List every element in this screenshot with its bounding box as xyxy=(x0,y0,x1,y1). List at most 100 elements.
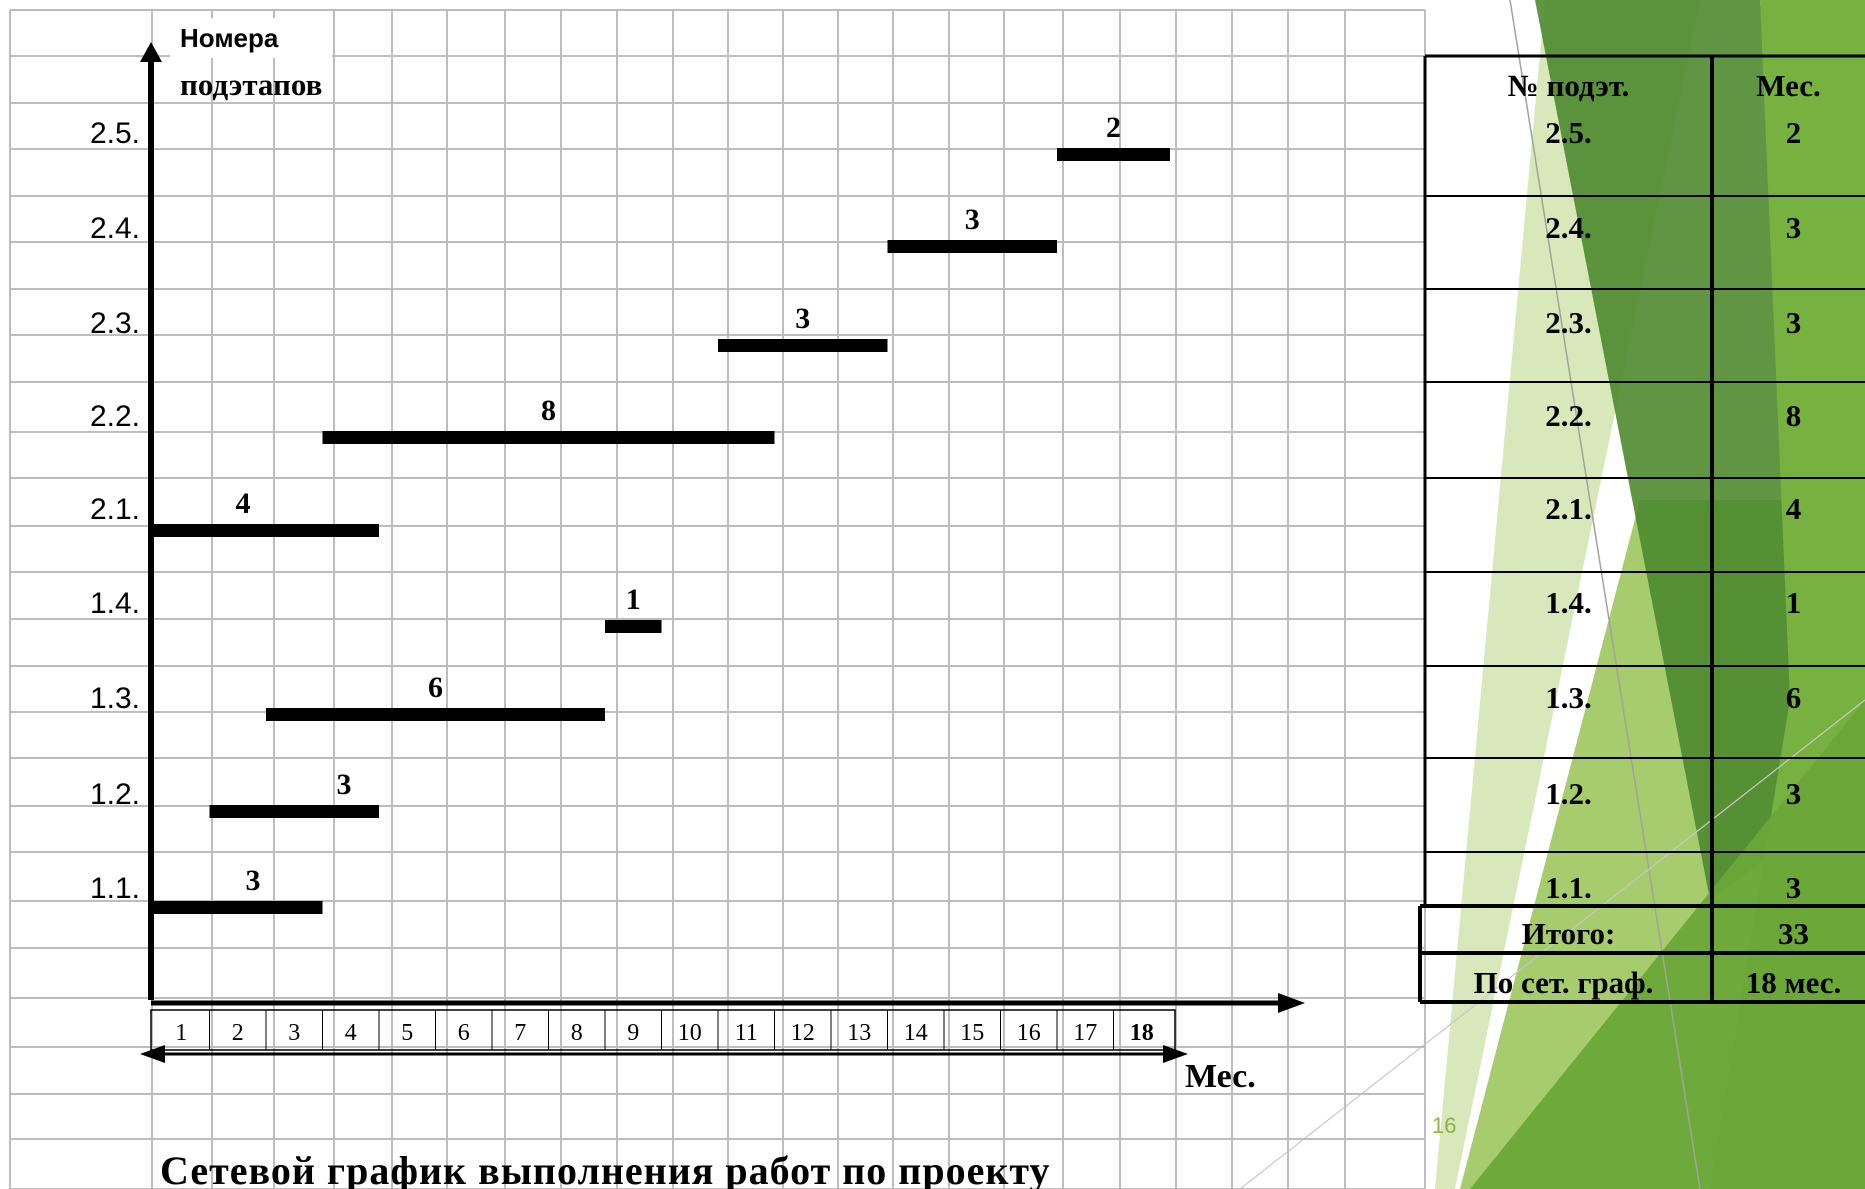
tick-box xyxy=(150,1009,1176,1051)
table-row: 1.1. 3 xyxy=(1545,870,1801,905)
table-row: 2.1. 4 xyxy=(1545,491,1801,526)
x-tick-label: 10 xyxy=(678,1020,702,1046)
table-network-value: 18 мес. xyxy=(1746,965,1842,1000)
x-tick-label: 12 xyxy=(791,1020,815,1046)
bar-value-label: 3 xyxy=(965,203,980,236)
grid xyxy=(9,9,1426,1189)
table-cell-stage: 2.3. xyxy=(1545,305,1592,340)
gantt-row: 2.3. 3 xyxy=(90,302,888,352)
gantt-bar xyxy=(153,524,379,537)
y-tick-label: 2.5. xyxy=(90,117,140,150)
gantt-rows: 1.1. 3 1.2. 3 1.3. 6 1.4. 1 2.1. 4 2.2. 8 2.3. 3 2.4. 3… xyxy=(90,111,1170,914)
x-tick-label: 18 xyxy=(1130,1020,1154,1046)
x-tick-label: 15 xyxy=(960,1020,984,1046)
x-tick-label: 9 xyxy=(627,1020,639,1046)
y-tick-label: 1.1. xyxy=(90,872,140,905)
table-row: 1.4. 1 xyxy=(1545,585,1801,620)
table-row: 2.5. 2 xyxy=(1545,115,1801,150)
y-axis-arrow xyxy=(140,42,162,62)
deco-thin-line xyxy=(1509,0,1701,1189)
table-total-value: 33 xyxy=(1778,916,1809,951)
x-tick-label: 2 xyxy=(232,1020,244,1046)
table-cell-months: 8 xyxy=(1786,398,1802,433)
bar-value-label: 1 xyxy=(626,583,641,616)
table-network-label: По сет. граф. xyxy=(1474,965,1654,1000)
gantt-row: 1.2. 3 xyxy=(90,768,379,818)
x-tick-label: 11 xyxy=(735,1020,758,1046)
table-cell-stage: 2.1. xyxy=(1545,491,1592,526)
table-row: 1.2. 3 xyxy=(1545,776,1801,811)
ylabel-line2: подэтапов xyxy=(180,67,322,102)
bar-value-label: 4 xyxy=(236,487,251,520)
x-tick-label: 17 xyxy=(1073,1020,1097,1046)
x-tick-label: 16 xyxy=(1017,1020,1041,1046)
x-tick-label: 6 xyxy=(458,1020,470,1046)
slide-number: 16 xyxy=(1432,1113,1456,1138)
table-cell-months: 1 xyxy=(1786,585,1802,620)
y-tick-label: 2.3. xyxy=(90,307,140,340)
y-tick-label: 1.2. xyxy=(90,778,140,811)
ylabel-background xyxy=(170,18,332,58)
table-cell-months: 3 xyxy=(1786,210,1802,245)
gantt-bar xyxy=(266,708,605,721)
x-axis-arrow xyxy=(1278,993,1305,1013)
gantt-row: 1.4. 1 xyxy=(90,583,662,633)
bar-value-label: 8 xyxy=(541,394,556,427)
gantt-bar xyxy=(322,431,775,444)
table-cell-months: 4 xyxy=(1786,491,1802,526)
x-tick-label: 1 xyxy=(175,1020,187,1046)
deco-bottom-green xyxy=(1470,700,1865,1189)
green-decoration xyxy=(1239,0,1865,1189)
x-ticks: 1 2 3 4 5 6 7 8 9 10 11 12 13 14 15 16 17 18 xyxy=(175,1010,1154,1050)
table-cell-stage: 1.2. xyxy=(1545,776,1592,811)
table-row: 2.4. 3 xyxy=(1545,210,1801,245)
table-cell-stage: 2.4. xyxy=(1545,210,1592,245)
gantt-bar xyxy=(153,901,323,914)
x-tick-label: 7 xyxy=(514,1020,526,1046)
gantt-row: 1.3. 6 xyxy=(90,671,605,721)
gantt-bar xyxy=(887,240,1057,253)
x-tick-label: 13 xyxy=(847,1020,871,1046)
gantt-bar xyxy=(718,339,888,352)
table-cell-stage: 2.2. xyxy=(1545,398,1592,433)
table-cell-months: 2 xyxy=(1786,115,1802,150)
y-tick-label: 2.4. xyxy=(90,212,140,245)
table-total-label: Итого: xyxy=(1522,916,1616,951)
y-tick-label: 1.3. xyxy=(90,682,140,715)
gantt-bar xyxy=(1057,148,1170,161)
xlabel: Мес. xyxy=(1185,1058,1256,1095)
x-tick-label: 3 xyxy=(288,1020,300,1046)
y-tick-label: 2.2. xyxy=(90,400,140,433)
x-tick-label: 14 xyxy=(904,1020,928,1046)
table-cell-stage: 1.4. xyxy=(1545,585,1592,620)
deco-dark-band xyxy=(1535,0,1820,900)
ylabel-line1: Номера xyxy=(180,23,279,53)
gantt-row: 2.1. 4 xyxy=(90,487,379,537)
bar-value-label: 2 xyxy=(1106,111,1121,144)
gantt-bar xyxy=(209,805,379,818)
bar-value-label: 3 xyxy=(246,864,261,897)
summary-table: № подэт. Мес. 2.5. 2 2.4. 3 2.3. 3 2.2. 8 2.1. 4 1.4… xyxy=(1418,54,1865,1004)
table-cell-stage: 2.5. xyxy=(1545,115,1592,150)
chart-title: Сетевой график выполнения работ по проек… xyxy=(160,1148,1051,1189)
table-row: 1.3. 6 xyxy=(1545,680,1801,715)
y-tick-label: 2.1. xyxy=(90,493,140,526)
y-tick-label: 1.4. xyxy=(90,587,140,620)
table-cell-stage: 1.1. xyxy=(1545,870,1592,905)
table-cell-months: 3 xyxy=(1786,870,1802,905)
table-row: 2.3. 3 xyxy=(1545,305,1801,340)
table-header-stage: № подэт. xyxy=(1508,68,1630,103)
x-tick-label: 5 xyxy=(401,1020,413,1046)
bar-value-label: 3 xyxy=(337,768,352,801)
table-cell-stage: 1.3. xyxy=(1545,680,1592,715)
bar-value-label: 3 xyxy=(795,302,810,335)
table-row: 2.2. 8 xyxy=(1545,398,1801,433)
gantt-row: 1.1. 3 xyxy=(90,864,323,914)
table-cell-months: 6 xyxy=(1786,680,1802,715)
gantt-row: 2.5. 2 xyxy=(90,111,1170,161)
table-header-months: Мес. xyxy=(1756,68,1821,103)
table-cell-months: 3 xyxy=(1786,305,1802,340)
table-cell-months: 3 xyxy=(1786,776,1802,811)
gantt-row: 2.4. 3 xyxy=(90,203,1057,253)
